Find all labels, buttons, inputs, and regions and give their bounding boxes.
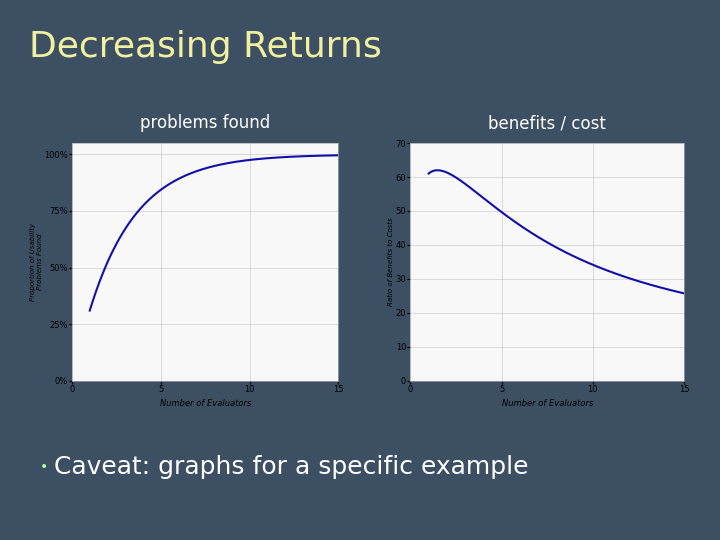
Y-axis label: Proportion of Usability
Problems Found: Proportion of Usability Problems Found	[30, 223, 42, 301]
Text: benefits / cost: benefits / cost	[488, 114, 606, 132]
Text: •: •	[40, 460, 48, 474]
X-axis label: Number of Evaluators: Number of Evaluators	[160, 400, 251, 408]
Text: Decreasing Returns: Decreasing Returns	[29, 30, 382, 64]
Text: problems found: problems found	[140, 114, 270, 132]
X-axis label: Number of Evaluators: Number of Evaluators	[502, 400, 593, 408]
Y-axis label: Ratio of Benefits to Costs: Ratio of Benefits to Costs	[388, 218, 395, 306]
Text: Caveat: graphs for a specific example: Caveat: graphs for a specific example	[54, 455, 528, 479]
